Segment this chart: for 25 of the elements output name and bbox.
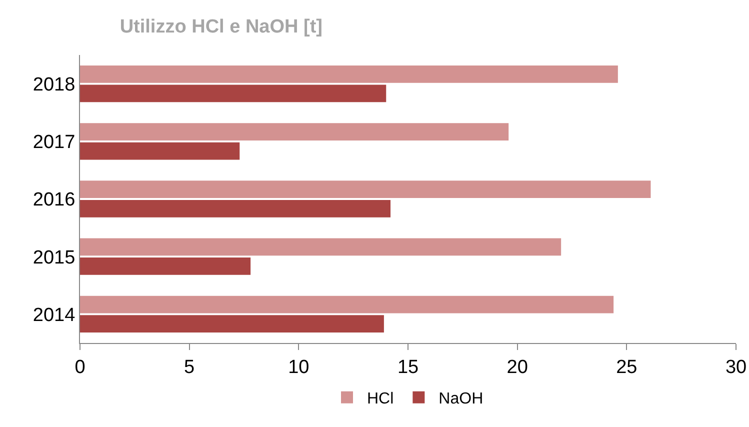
y-tick-label: 2016 <box>32 190 76 211</box>
x-tick-label: 0 <box>74 356 86 378</box>
y-tick-label: 2018 <box>32 74 76 96</box>
y-tick-label: 2014 <box>32 304 76 326</box>
bar <box>80 142 240 160</box>
x-tick-label: 5 <box>184 356 195 378</box>
bar <box>80 238 562 256</box>
bar <box>80 123 509 140</box>
x-tick-label: 30 <box>725 356 747 378</box>
bar <box>80 315 384 333</box>
bar <box>80 65 618 83</box>
x-tick-label: 15 <box>397 356 419 378</box>
x-tick-label: 25 <box>616 356 638 378</box>
bar <box>80 200 391 218</box>
bar <box>80 296 614 314</box>
bar <box>80 180 651 198</box>
legend-label: NaOH <box>438 390 484 408</box>
chart-title: Utilizzo HCl e NaOH [t] <box>120 16 323 38</box>
y-tick-label: 2015 <box>32 247 76 268</box>
x-tick-label: 10 <box>288 356 310 378</box>
y-tick-label: 2017 <box>32 132 76 154</box>
x-tick-label: 20 <box>506 356 528 378</box>
bar <box>80 84 386 102</box>
bar <box>80 258 251 275</box>
legend-label: HCl <box>367 390 394 408</box>
